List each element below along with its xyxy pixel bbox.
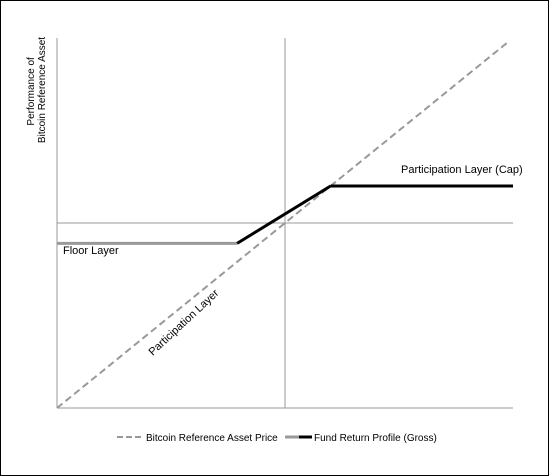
y-axis-label: Performance of Bitcoin Reference Asset	[26, 37, 48, 143]
legend-label-fund: Fund Return Profile (Gross)	[314, 433, 437, 444]
legend-label-bitcoin: Bitcoin Reference Asset Price	[146, 433, 278, 444]
annotation-participation-layer: Participation Layer	[147, 287, 222, 358]
fund-segment-2	[236, 184, 332, 245]
y-axis-label-line-1: Performance of	[26, 57, 37, 126]
legend: Bitcoin Reference Asset Price Fund Retur…	[117, 433, 437, 444]
annotation-participation-layer-cap: Participation Layer (Cap)	[401, 164, 523, 176]
series-bitcoin-reference-asset-price	[56, 40, 510, 409]
annotation-floor-layer: Floor Layer	[63, 245, 119, 257]
y-axis-label-line-2: Bitcoin Reference Asset	[37, 37, 48, 143]
series-fund-return-profile	[57, 184, 513, 245]
